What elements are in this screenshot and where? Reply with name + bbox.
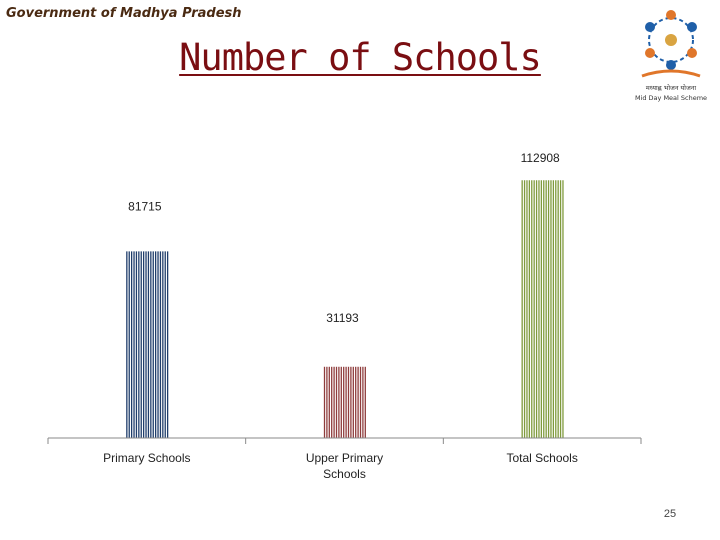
bar-upper-primary-schools — [323, 366, 366, 438]
data-label: 31193 — [326, 311, 359, 325]
page-number: 25 — [663, 508, 677, 520]
bar-primary-schools — [125, 251, 169, 438]
bar-total-schools — [521, 180, 564, 438]
category-label: Total Schools — [506, 451, 577, 465]
government-label: Government of Madhya Pradesh — [6, 6, 242, 21]
mid-day-meal-logo: मध्याह्न भोजन योजना Mid Day Meal Scheme — [635, 10, 707, 102]
logo-english-text: Mid Day Meal Scheme — [635, 94, 707, 102]
data-label: 112908 — [521, 151, 560, 165]
logo-ring-icon — [641, 10, 701, 78]
data-label: 81715 — [128, 199, 162, 213]
logo-hindi-text: मध्याह्न भोजन योजना — [646, 84, 697, 92]
category-label: Upper Primary — [306, 451, 383, 465]
category-label: Primary Schools — [103, 451, 190, 465]
category-label: Schools — [323, 467, 366, 481]
slide-title: Number of Schools — [179, 36, 542, 79]
